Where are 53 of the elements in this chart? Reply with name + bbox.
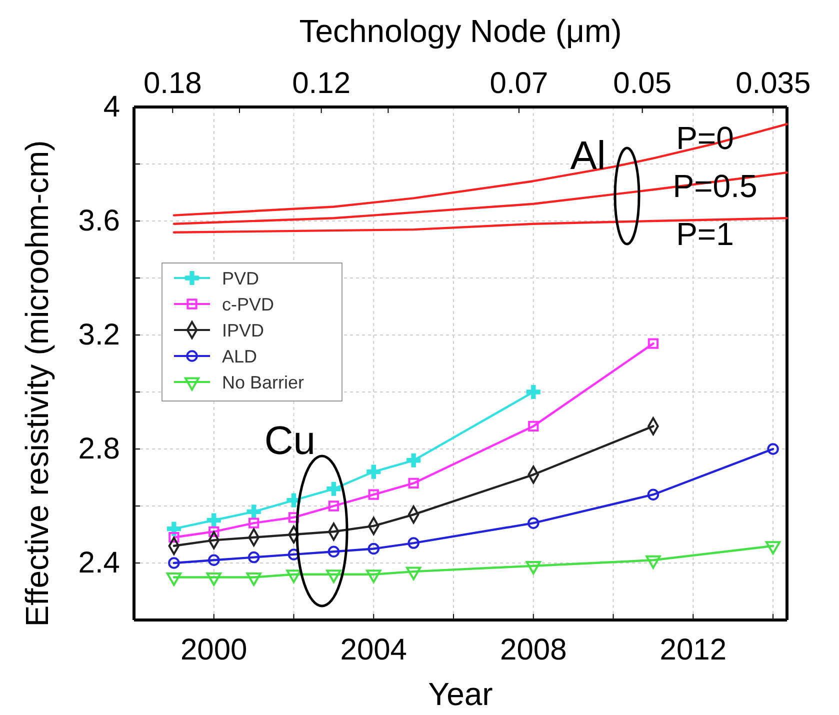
annotation: Cu [264,419,316,463]
legend-label: c-PVD [222,294,274,314]
point [647,488,660,500]
annotation: P=1 [676,216,734,252]
legend-label: No Barrier [222,372,304,392]
x-tick-label: 2000 [180,633,248,666]
point [368,542,380,555]
point [168,532,180,543]
x2-axis-title: Technology Node (μm) [299,13,622,49]
point [208,526,220,537]
point [366,464,381,479]
point [526,384,540,400]
y-tick-label: 4 [103,90,120,124]
y-tick-label: 2.8 [78,432,120,466]
point [248,551,260,564]
x2-tick-label: 0.07 [490,67,548,100]
point [328,500,340,512]
x2-tick-label: 0.035 [736,67,811,100]
point [408,537,420,549]
point [208,554,220,566]
point [408,478,419,489]
x-axis-title: Year [428,676,494,712]
point [406,453,421,468]
point [368,489,379,500]
y-axis-title: Effective resistivity (microohm-cm) [19,140,55,627]
point [288,548,300,560]
y-tick-label: 2.4 [78,546,120,580]
point [328,546,340,558]
point [168,557,180,569]
point [326,482,341,496]
x-tick-label: 2008 [500,633,567,666]
point [648,338,659,349]
line-series [172,123,788,216]
point [248,518,260,528]
point [528,420,539,432]
annotation: Al [570,134,606,178]
point [206,513,221,528]
legend-label: ALD [222,346,258,366]
x2-tick-label: 0.12 [292,67,351,100]
x-tick-label: 2004 [340,633,408,666]
y-tick-label: 3.2 [78,318,120,352]
legend-label: PVD [222,268,260,288]
legend-label: IPVD [222,320,264,340]
x2-tick-label: 0.18 [143,67,202,100]
point [528,517,540,529]
x2-tick-label: 0.05 [613,67,672,100]
point [288,512,300,523]
point [767,443,779,455]
x-tick-label: 2012 [660,633,727,666]
line-series [172,171,788,225]
point [166,522,181,536]
point [246,504,261,519]
y-tick-label: 3.6 [78,204,120,238]
